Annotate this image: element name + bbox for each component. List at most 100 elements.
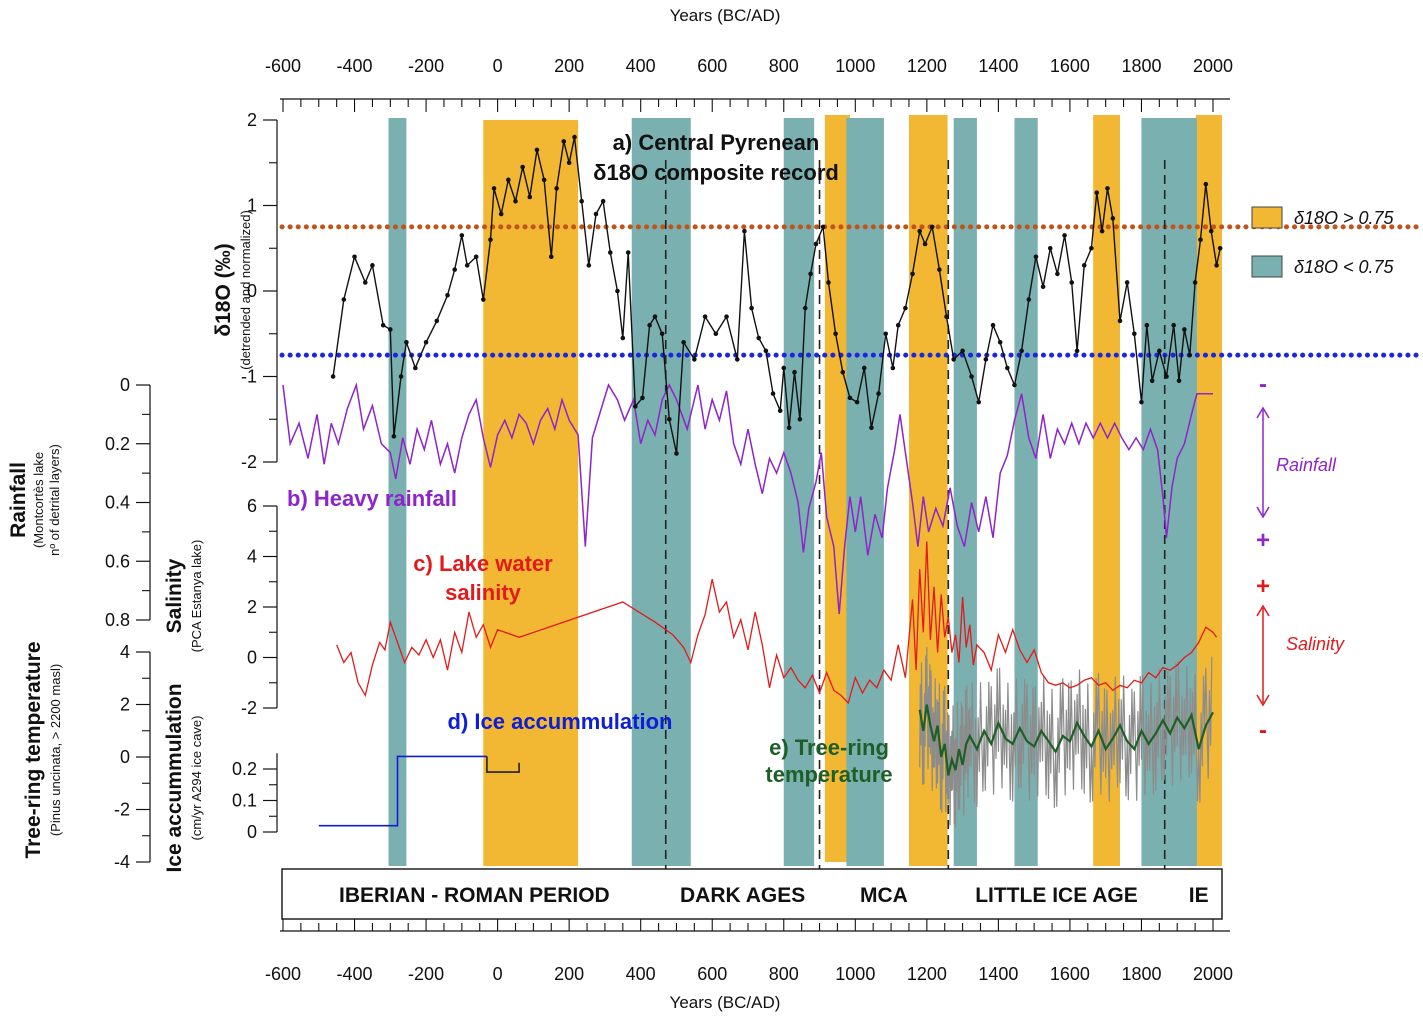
- d18o-point: [1182, 327, 1187, 332]
- d18o-point: [527, 194, 533, 200]
- panel-d-ysub: (cm/yr A294 ice cave): [189, 716, 204, 841]
- x-tick-label: 400: [626, 56, 656, 76]
- d18o-point: [1124, 280, 1130, 285]
- ice-tick-label: 0: [247, 822, 257, 842]
- panel-a-label: a) Central Pyrenean: [613, 130, 820, 155]
- salinity-minus-sign: -: [1259, 717, 1267, 744]
- legend-low-swatch: [1251, 255, 1283, 278]
- d18o-point: [659, 331, 665, 337]
- d18o-point: [997, 340, 1003, 345]
- d18o-point: [713, 331, 719, 337]
- d18o-point: [423, 340, 429, 345]
- x-tick-label: 600: [697, 56, 727, 76]
- rainfall-arrow-label: Rainfall: [1276, 455, 1337, 475]
- panel-e-ylabel: Tree-ring temperature: [22, 641, 45, 858]
- d18o-point: [586, 263, 592, 268]
- salinity-arrow-head-up: [1256, 604, 1270, 617]
- d18o-point: [1062, 233, 1067, 238]
- tree-ring-series: [918, 704, 1214, 776]
- salinity-tick-label: 4: [247, 547, 257, 567]
- x-tick-label: 1000: [835, 964, 875, 984]
- salinity-tick-label: 6: [247, 496, 257, 516]
- top-axis-title: Years (BC/AD): [670, 6, 781, 25]
- low-period-band: [953, 118, 977, 866]
- ice-series: [318, 755, 487, 827]
- high-period-band: [824, 115, 850, 862]
- d18o-point: [734, 357, 740, 362]
- panel-c-label: c) Lake water: [413, 551, 553, 576]
- bottom-x-axis: Years (BC/AD) -600 -400 -200 0 200 400 600 800 1…: [265, 918, 1233, 1012]
- d18o-point: [1019, 348, 1024, 354]
- d18o-tick-label: 0: [247, 281, 257, 301]
- x-tick-label: 2000: [1193, 964, 1233, 984]
- rainfall-series: [282, 382, 1213, 615]
- d18o-point: [960, 348, 965, 354]
- top-x-axis: Years (BC/AD) -600 -400 -200 0 200 400 600 800 1…: [265, 6, 1233, 112]
- low-period-band: [631, 118, 691, 866]
- d18o-tick-label: -1: [241, 367, 257, 387]
- panel-b-ysub1: (Montcortès lake: [31, 452, 46, 548]
- d18o-point: [1055, 271, 1060, 277]
- d18o-point: [929, 224, 935, 230]
- x-tick-label: 0: [493, 56, 503, 76]
- d18o-tick-label: -2: [241, 452, 257, 472]
- d18o-point: [1149, 378, 1155, 384]
- d18o-point: [534, 147, 540, 153]
- x-tick-label: 400: [626, 964, 656, 984]
- d18o-point: [391, 434, 397, 439]
- d18o-point: [724, 314, 729, 319]
- d18o-point: [1217, 245, 1223, 251]
- low-period-band: [388, 118, 407, 866]
- d18o-series: [332, 136, 1221, 454]
- d18o-point: [520, 164, 525, 170]
- d18o-point: [861, 365, 867, 371]
- d18o-point: [1139, 399, 1144, 405]
- panel-e-label: e) Tree-ring: [769, 735, 889, 760]
- panel-c-ysub: (PCA Estanya lake): [189, 540, 204, 653]
- d18o-point: [1012, 382, 1017, 388]
- d18o-point: [702, 314, 708, 319]
- salinity-plus-sign: +: [1256, 573, 1270, 600]
- d18o-point: [1214, 263, 1219, 268]
- d18o-point: [937, 267, 942, 272]
- d18o-point: [1187, 352, 1193, 358]
- d18o-point: [749, 305, 754, 311]
- d18o-point: [445, 292, 450, 298]
- legend-high-label: δ18O > 0.75: [1294, 208, 1395, 228]
- salinity-tick-label: 0: [247, 648, 257, 668]
- d18o-point: [1099, 228, 1105, 234]
- d18o-point: [802, 305, 808, 311]
- d18o-point: [895, 322, 901, 328]
- d18o-point: [491, 186, 497, 191]
- rainfall-minus-sign: -: [1259, 371, 1267, 398]
- d18o-point: [341, 297, 347, 302]
- rainfall-arrow-head-down: [1256, 506, 1270, 519]
- period-label: MCA: [860, 884, 908, 907]
- d18o-point: [572, 134, 577, 140]
- d18o-point: [548, 254, 554, 260]
- low-period-band: [783, 118, 815, 866]
- d18o-point: [976, 399, 982, 405]
- d18o-point: [434, 318, 440, 324]
- d18o-point: [1074, 348, 1080, 354]
- x-tick-label: 1200: [907, 56, 947, 76]
- d18o-point: [554, 186, 559, 191]
- d18o-point: [1208, 228, 1214, 234]
- d18o-point: [362, 280, 368, 285]
- period-label: IBERIAN - ROMAN PERIOD: [339, 884, 610, 907]
- d18o-point: [847, 395, 853, 401]
- d18o-point: [1094, 190, 1100, 195]
- d18o-point: [826, 280, 831, 285]
- d18o-point: [890, 365, 896, 371]
- d18o-point: [404, 340, 409, 345]
- d18o-point: [652, 314, 658, 319]
- d18o-point: [1105, 186, 1110, 191]
- d18o-point: [1176, 378, 1182, 384]
- low-period-band: [1014, 118, 1038, 866]
- x-tick-label: 1400: [978, 56, 1018, 76]
- x-tick-label: 200: [554, 964, 584, 984]
- d18o-point: [1164, 374, 1169, 379]
- period-bar: IBERIAN - ROMAN PERIOD DARK AGES MCA LITTLE…: [281, 868, 1223, 920]
- d18o-point: [667, 416, 672, 422]
- d18o-point: [579, 198, 584, 204]
